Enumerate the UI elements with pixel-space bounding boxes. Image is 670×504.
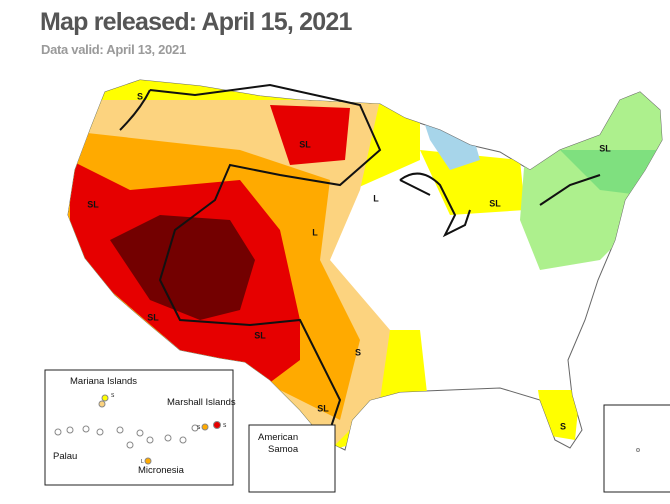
inset-label: Palau bbox=[53, 451, 77, 462]
inset-small-label: L bbox=[141, 459, 144, 465]
impact-label: SL bbox=[489, 198, 501, 208]
impact-label: S bbox=[560, 421, 566, 431]
inset-small-label: S bbox=[197, 425, 201, 431]
impact-label: SL bbox=[317, 403, 329, 413]
impact-label: SL bbox=[147, 312, 159, 322]
inset-small-label: S bbox=[223, 423, 227, 429]
hawaii-inset bbox=[603, 404, 670, 493]
impact-label: S bbox=[137, 91, 143, 101]
impact-label: SL bbox=[254, 330, 266, 340]
map-title: Map released: April 15, 2021 bbox=[40, 8, 352, 36]
impact-label: L bbox=[373, 193, 379, 203]
impact-label: SL bbox=[87, 199, 99, 209]
pacific-inset: Mariana Islands Marshall Islands Palau M… bbox=[44, 369, 236, 486]
inset-label: American Samoa bbox=[258, 432, 299, 455]
inset-label: Mariana Islands bbox=[70, 376, 137, 387]
map-subtitle: Data valid: April 13, 2021 bbox=[41, 42, 186, 57]
inset-small-label: S bbox=[111, 393, 115, 399]
impact-label: S bbox=[355, 347, 361, 357]
inset-label: Marshall Islands bbox=[167, 397, 236, 408]
drought-areas bbox=[68, 80, 662, 450]
impact-label: SL bbox=[299, 139, 311, 149]
impact-boundaries bbox=[119, 83, 601, 431]
impact-label: SL bbox=[599, 143, 611, 153]
inset-label: Micronesia bbox=[138, 465, 185, 476]
contiguous-us bbox=[67, 79, 663, 451]
samoa-inset: American Samoa bbox=[248, 424, 336, 493]
impact-label: L bbox=[312, 227, 318, 237]
